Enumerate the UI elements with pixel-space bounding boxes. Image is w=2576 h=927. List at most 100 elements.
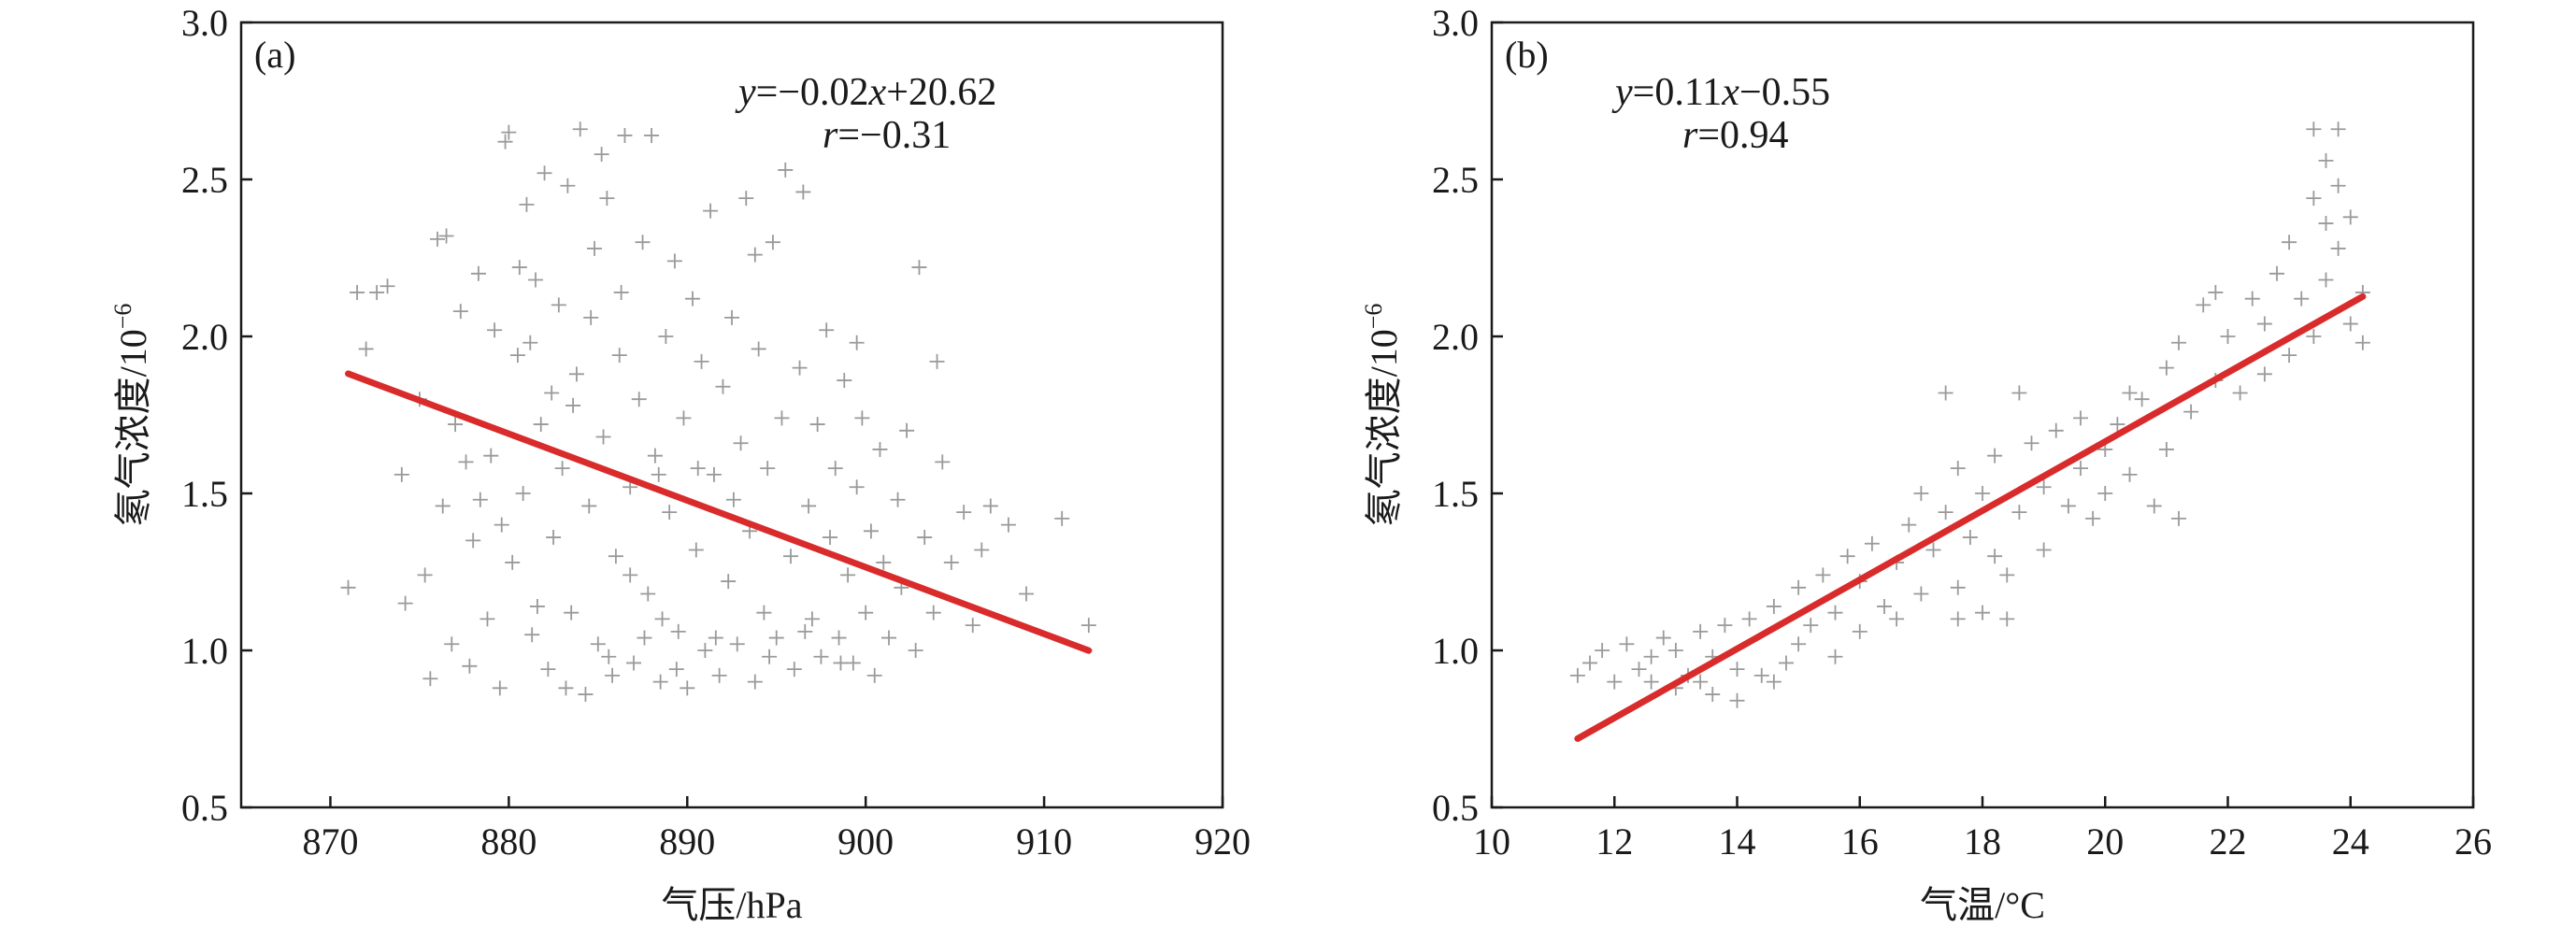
scatter-point-a-71 bbox=[721, 574, 737, 590]
equation-a-text: =−0.02 bbox=[756, 71, 869, 114]
scatter-point-b-53 bbox=[2073, 461, 2088, 477]
scatter-point-a-97 bbox=[837, 373, 852, 389]
scatter-point-a-87 bbox=[792, 360, 808, 376]
y-axis-title-a-main: 氡气浓度/10 bbox=[112, 329, 154, 526]
scatter-point-a-61 bbox=[676, 410, 692, 426]
scatter-point-b-27 bbox=[1852, 623, 1868, 639]
scatter-point-a-150 bbox=[637, 630, 652, 646]
scatter-point-a-96 bbox=[831, 630, 847, 646]
scatter-point-b-54 bbox=[2085, 510, 2101, 526]
scatter-point-a-55 bbox=[647, 448, 663, 464]
scatter-point-a-4 bbox=[379, 278, 395, 294]
scatter-point-b-97 bbox=[1766, 674, 1782, 690]
x-tick-label-a-3: 900 bbox=[837, 820, 894, 863]
x-tick-label-b-8: 26 bbox=[2454, 820, 2492, 863]
scatter-point-a-14 bbox=[452, 304, 468, 320]
scatter-point-a-72 bbox=[724, 309, 739, 325]
scatter-point-b-51 bbox=[2048, 422, 2064, 438]
scatter-point-a-135 bbox=[544, 385, 560, 401]
scatter-point-a-79 bbox=[756, 605, 772, 620]
correlation-b: r=0.94 bbox=[1682, 114, 1789, 157]
scatter-point-b-12 bbox=[1705, 687, 1721, 703]
correlation-a-var: r bbox=[823, 114, 838, 157]
scatter-point-a-90 bbox=[804, 611, 820, 627]
scatter-point-a-21 bbox=[492, 680, 508, 696]
scatter-point-b-1 bbox=[1582, 655, 1597, 671]
scatter-point-a-116 bbox=[935, 454, 951, 470]
x-axis-title-a: 气压/hPa bbox=[661, 884, 802, 926]
scatter-point-a-94 bbox=[823, 530, 837, 546]
scatter-point-a-69 bbox=[711, 667, 727, 683]
scatter-point-b-75 bbox=[2294, 291, 2310, 307]
correlation-b-text: =0.94 bbox=[1697, 114, 1788, 157]
scatter-point-a-80 bbox=[760, 461, 776, 477]
scatter-point-b-70 bbox=[2244, 291, 2260, 307]
equation-a-var2: x bbox=[868, 71, 887, 114]
scatter-point-a-143 bbox=[623, 567, 638, 583]
scatter-point-a-89 bbox=[801, 498, 817, 514]
y-tick-label-a-2: 1.5 bbox=[181, 473, 228, 515]
scatter-point-a-10 bbox=[430, 231, 445, 247]
scatter-point-a-65 bbox=[694, 353, 709, 369]
scatter-point-a-57 bbox=[658, 329, 674, 344]
x-axis-title-b: 气温/°C bbox=[1920, 884, 2045, 926]
scatter-point-a-86 bbox=[786, 662, 802, 677]
scatter-point-a-11 bbox=[435, 498, 451, 514]
scatter-point-a-99 bbox=[845, 655, 861, 671]
y-tick-label-b-3: 2.0 bbox=[1432, 316, 1479, 358]
scatter-point-b-80 bbox=[2330, 121, 2346, 137]
scatter-point-a-83 bbox=[774, 410, 790, 426]
scatter-point-b-88 bbox=[2330, 178, 2346, 193]
scatter-point-a-19 bbox=[483, 448, 499, 464]
panel-label-a: (a) bbox=[254, 34, 295, 76]
scatter-point-a-100 bbox=[849, 479, 865, 495]
equation-b-var: y bbox=[1611, 71, 1633, 114]
y-axis-title-b-main: 氡气浓度/10 bbox=[1363, 329, 1405, 526]
scatter-point-b-48 bbox=[2024, 435, 2039, 451]
scatter-point-b-60 bbox=[2146, 498, 2162, 514]
scatter-point-a-133 bbox=[611, 348, 627, 364]
y-axis-title-a: 氡气浓度/10−6 bbox=[109, 304, 154, 527]
scatter-point-a-132 bbox=[583, 309, 599, 325]
equation-b-text2: −0.55 bbox=[1739, 71, 1830, 114]
scatter-point-a-17 bbox=[470, 265, 486, 281]
scatter-point-b-42 bbox=[1975, 486, 1990, 501]
scatter-point-a-42 bbox=[590, 636, 606, 652]
scatter-point-a-68 bbox=[706, 466, 722, 482]
y-axis-title-b: 氡气浓度/10−6 bbox=[1360, 304, 1405, 527]
panel-b: (b) 10 12 14 16 18 20 22 24 26 0.5 1.0 1.5 2.0 2.5 3.… bbox=[1360, 2, 2492, 926]
scatter-point-b-45 bbox=[1999, 567, 2015, 583]
scatter-point-a-60 bbox=[670, 623, 686, 639]
scatter-point-b-81 bbox=[2330, 240, 2346, 256]
scatter-point-b-22 bbox=[1791, 636, 1807, 652]
equation-a-var: y bbox=[735, 71, 756, 114]
scatter-point-a-130 bbox=[849, 335, 865, 350]
equation-b-var2: x bbox=[1721, 71, 1739, 114]
y-tick-label-b-5: 3.0 bbox=[1432, 2, 1479, 44]
scatter-point-a-137 bbox=[651, 466, 666, 482]
scatter-point-a-6 bbox=[397, 595, 413, 611]
y-tick-label-a-4: 2.5 bbox=[181, 159, 228, 201]
scatter-point-b-21 bbox=[1791, 579, 1807, 595]
scatter-point-a-23 bbox=[505, 554, 521, 570]
scatter-point-a-138 bbox=[690, 461, 706, 477]
scatter-point-a-147 bbox=[797, 623, 813, 639]
scatter-point-a-44 bbox=[599, 191, 615, 207]
scatter-point-a-53 bbox=[640, 586, 656, 602]
scatter-point-b-92 bbox=[2073, 410, 2088, 426]
scatter-point-a-33 bbox=[551, 297, 566, 313]
scatter-point-a-51 bbox=[631, 392, 647, 407]
scatter-point-a-145 bbox=[708, 630, 723, 646]
scatter-point-a-103 bbox=[863, 523, 879, 539]
scatter-point-a-12 bbox=[444, 636, 460, 652]
scatter-point-a-66 bbox=[697, 643, 713, 658]
scatter-point-a-108 bbox=[890, 492, 906, 507]
scatter-point-b-2 bbox=[1595, 643, 1610, 658]
scatter-point-a-140 bbox=[472, 492, 488, 507]
fit-line-a bbox=[345, 370, 1093, 654]
correlation-b-var: r bbox=[1682, 114, 1698, 157]
scatter-point-a-35 bbox=[560, 178, 576, 193]
scatter-point-a-84 bbox=[778, 162, 794, 178]
scatter-point-a-31 bbox=[540, 662, 556, 677]
scatter-point-b-19 bbox=[1766, 598, 1782, 614]
